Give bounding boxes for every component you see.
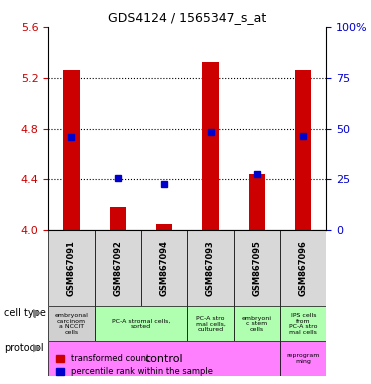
- Bar: [249, 174, 265, 230]
- Text: ▶: ▶: [33, 308, 42, 318]
- Bar: [203, 63, 219, 230]
- Text: protocol: protocol: [4, 343, 43, 353]
- FancyBboxPatch shape: [95, 230, 141, 306]
- Text: GSM867091: GSM867091: [67, 240, 76, 296]
- FancyBboxPatch shape: [234, 306, 280, 341]
- Title: GDS4124 / 1565347_s_at: GDS4124 / 1565347_s_at: [108, 11, 266, 24]
- FancyBboxPatch shape: [187, 230, 234, 306]
- Text: GSM867092: GSM867092: [113, 240, 122, 296]
- FancyBboxPatch shape: [141, 230, 187, 306]
- Text: embryoni
c stem
cells: embryoni c stem cells: [242, 316, 272, 332]
- Text: PC-A stromal cells,
sorted: PC-A stromal cells, sorted: [112, 319, 170, 329]
- Bar: [110, 207, 126, 230]
- Text: embryonal
carcinom
a NCCIT
cells: embryonal carcinom a NCCIT cells: [55, 313, 88, 334]
- Text: GSM867094: GSM867094: [160, 240, 169, 296]
- Text: cell type: cell type: [4, 308, 46, 318]
- FancyBboxPatch shape: [234, 230, 280, 306]
- Bar: [156, 224, 172, 230]
- FancyBboxPatch shape: [280, 341, 326, 376]
- FancyBboxPatch shape: [280, 230, 326, 306]
- Text: IPS cells
from
PC-A stro
mal cells: IPS cells from PC-A stro mal cells: [289, 313, 318, 334]
- Text: PC-A stro
mal cells,
cultured: PC-A stro mal cells, cultured: [196, 316, 226, 332]
- FancyBboxPatch shape: [48, 230, 95, 306]
- FancyBboxPatch shape: [48, 306, 95, 341]
- Text: GSM867093: GSM867093: [206, 240, 215, 296]
- Text: reprogram
ming: reprogram ming: [287, 353, 320, 364]
- FancyBboxPatch shape: [48, 341, 280, 376]
- Text: GSM867096: GSM867096: [299, 240, 308, 296]
- Legend: transformed count, percentile rank within the sample: transformed count, percentile rank withi…: [52, 351, 216, 380]
- Text: GSM867095: GSM867095: [252, 240, 262, 296]
- Text: control: control: [145, 354, 184, 364]
- FancyBboxPatch shape: [280, 306, 326, 341]
- Bar: [295, 70, 311, 230]
- FancyBboxPatch shape: [95, 306, 187, 341]
- Text: ▶: ▶: [33, 343, 42, 353]
- Bar: [63, 70, 79, 230]
- FancyBboxPatch shape: [187, 306, 234, 341]
